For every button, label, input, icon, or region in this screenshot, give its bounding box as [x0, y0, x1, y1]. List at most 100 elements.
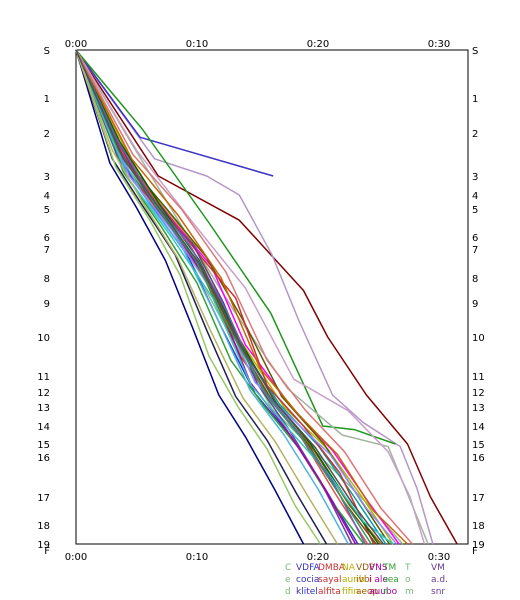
legend-entry-5-line2: ivbi: [356, 575, 372, 585]
y-tick-label-right: 3: [472, 172, 478, 183]
series-line-17: [75, 49, 305, 545]
y-tick-label-left: S: [44, 46, 50, 57]
y-tick-label-right: 14: [472, 422, 485, 433]
y-tick-label-left: 12: [37, 388, 50, 399]
y-tick-label-left: 13: [37, 403, 50, 414]
series-line-32: [75, 49, 384, 545]
series-line-21: [75, 49, 322, 545]
chart-legend: Ced VDFA cocia klitel DMBA sayal alfita NA aunb f…: [285, 563, 448, 597]
series-line-6: [75, 49, 426, 545]
x-tick-label-top: 0:30: [428, 39, 450, 50]
legend-entry-1-line2: e: [285, 575, 291, 585]
x-axis-bottom-ticks: 0:00 0:10 0:20 0:30: [65, 552, 450, 563]
series-line-16: [75, 49, 353, 545]
legend-entry-3-line3: alfita: [318, 587, 341, 597]
x-tick-label-bottom: 0:00: [65, 552, 87, 563]
series-line-31: [75, 49, 339, 545]
y-tick-label-right: 7: [472, 245, 478, 256]
y-tick-label-left: 14: [37, 422, 50, 433]
series-line-3: [75, 49, 274, 177]
y-tick-label-left: 16: [37, 453, 50, 464]
legend-entry-3-line2: sayal: [318, 575, 342, 585]
series-line-24: [75, 49, 409, 545]
y-tick-label-finish-left: F: [44, 546, 50, 557]
legend-entry-3-line1: DMBA: [318, 563, 346, 573]
x-tick-label-top: 0:20: [307, 39, 329, 50]
legend-entry-8-line2: o: [405, 575, 411, 585]
legend-entry-6-line3: auubo: [369, 587, 398, 597]
y-tick-label-right: 15: [472, 440, 485, 451]
series-line-20: [75, 49, 349, 545]
y-tick-label-right: S: [472, 46, 478, 57]
y-tick-label-left: 6: [44, 233, 50, 244]
y-tick-label-left: 15: [37, 440, 50, 451]
legend-entry-4-line1: NA: [342, 563, 356, 573]
legend-entry-5-line1: VDP: [356, 563, 375, 573]
legend-entry-9-line1: VM: [431, 563, 445, 573]
x-tick-label-bottom: 0:20: [307, 552, 329, 563]
y-tick-label-right: 8: [472, 274, 478, 285]
legend-entry-9-line2: a.d.: [431, 575, 448, 585]
series-line-30: [75, 49, 413, 545]
y-tick-label-right: 13: [472, 403, 485, 414]
series-line-18: [75, 49, 328, 545]
y-tick-label-left: 7: [44, 245, 50, 256]
y-tick-label-finish-right: F: [472, 546, 478, 557]
y-tick-label-left: 3: [44, 172, 50, 183]
series-line-4: [75, 49, 396, 445]
x-tick-label-top: 0:00: [65, 39, 87, 50]
plot-area: [75, 49, 469, 545]
y-tick-label-right: 16: [472, 453, 485, 464]
y-tick-label-left: 17: [37, 493, 50, 504]
y-tick-label-left: 5: [44, 205, 50, 216]
x-tick-label-top: 0:10: [186, 39, 208, 50]
chart-axes: [75, 49, 469, 545]
legend-entry-9-line3: snr: [431, 587, 445, 597]
y-tick-label-right: 19: [472, 540, 485, 551]
chart-series: [75, 49, 458, 545]
y-tick-label-right: 4: [472, 191, 478, 202]
legend-entry-7-line3: n: [383, 587, 389, 597]
series-line-22: [75, 49, 398, 545]
y-tick-label-right: 9: [472, 299, 478, 310]
legend-entry-8-line3: m: [405, 587, 414, 597]
x-axis-top-ticks: 0:00 0:10 0:20 0:30: [65, 39, 450, 50]
legend-entry-5-line3: aeop: [356, 587, 379, 597]
y-tick-label-right: 12: [472, 388, 485, 399]
y-tick-label-left: 11: [37, 372, 50, 383]
legend-entry-6-line2: i ale: [369, 575, 388, 585]
legend-entry-2-line3: klitel: [296, 587, 318, 597]
series-line-28: [75, 49, 366, 545]
y-tick-label-right: 1: [472, 94, 478, 105]
y-tick-label-left: 10: [37, 333, 50, 344]
legend-entry-1-line1: C: [285, 563, 291, 573]
y-tick-label-right: 6: [472, 233, 478, 244]
y-tick-label-right: 17: [472, 493, 485, 504]
y-tick-label-left: 19: [37, 540, 50, 551]
y-tick-label-right: 18: [472, 521, 485, 532]
series-line-2: [75, 49, 434, 545]
y-tick-label-left: 2: [44, 129, 50, 140]
legend-entry-7-line2: sea: [383, 575, 399, 585]
series-line-26: [75, 49, 394, 545]
legend-entry-6-line1: VNS: [369, 563, 388, 573]
legend-entry-2-line2: cocia: [296, 575, 319, 585]
y-tick-label-left: 9: [44, 299, 50, 310]
legend-entry-8-line1: T: [404, 563, 411, 573]
y-tick-label-left: 1: [44, 94, 50, 105]
legend-entry-1-line3: d: [285, 587, 291, 597]
legend-entry-4-line2: aunb: [342, 575, 365, 585]
y-tick-label-right: 5: [472, 205, 478, 216]
legend-entry-7-line1: TM: [382, 563, 396, 573]
y-tick-label-right: 10: [472, 333, 485, 344]
x-tick-label-bottom: 0:30: [428, 552, 450, 563]
y-tick-label-right: 2: [472, 129, 478, 140]
y-tick-label-left: 18: [37, 521, 50, 532]
x-tick-label-bottom: 0:10: [186, 552, 208, 563]
y-tick-label-left: 8: [44, 274, 50, 285]
y-tick-label-right: 11: [472, 372, 485, 383]
legend-entry-2-line1: VDFA: [296, 563, 320, 573]
